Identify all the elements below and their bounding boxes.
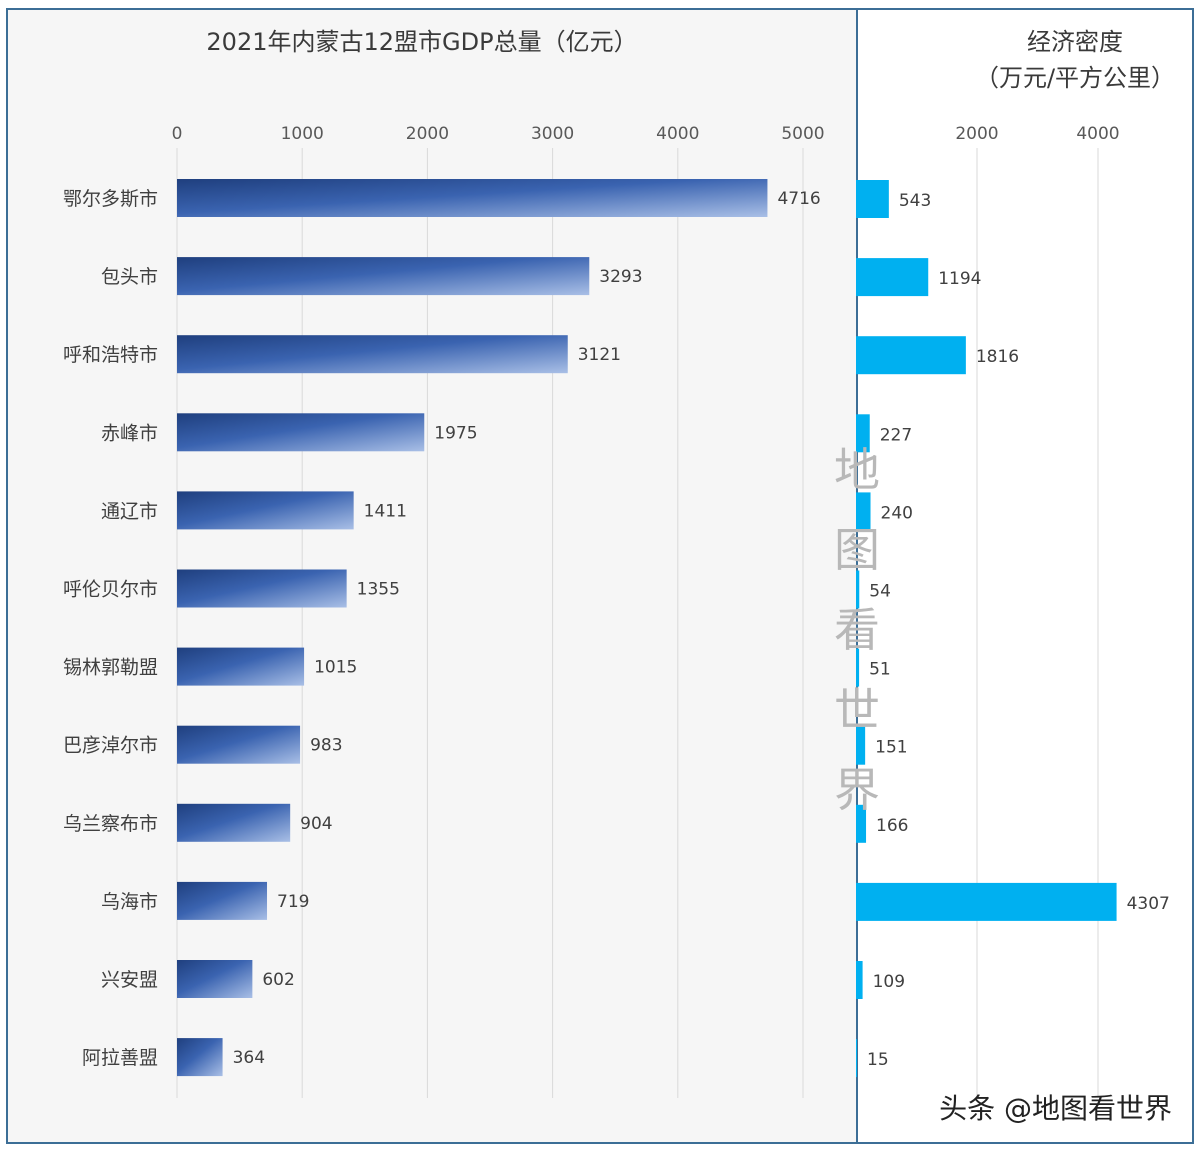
density-value-label: 15 <box>867 1050 889 1070</box>
gdp-value-label: 3121 <box>578 345 621 365</box>
density-chart-title-line1: 经济密度 <box>1027 28 1123 56</box>
density-bar <box>856 336 966 375</box>
gdp-value-label: 1411 <box>364 501 407 521</box>
gdp-value-label: 364 <box>233 1048 265 1068</box>
gdp-chart-title: 2021年内蒙古12盟市GDP总量（亿元） <box>206 28 637 56</box>
density-value-label: 51 <box>869 660 891 680</box>
density-bar <box>856 258 929 297</box>
gdp-value-label: 1355 <box>357 580 400 600</box>
gdp-bar <box>177 491 354 530</box>
gdp-bar <box>177 1038 223 1077</box>
watermark-character: 看 <box>834 603 880 657</box>
density-axis-tick-label: 2000 <box>955 124 998 144</box>
density-bar <box>856 1039 857 1078</box>
watermark-character: 界 <box>834 763 880 817</box>
category-label: 阿拉善盟 <box>82 1047 158 1069</box>
density-axis-tick-label: 4000 <box>1076 124 1119 144</box>
category-label: 赤峰市 <box>101 422 158 444</box>
density-bar <box>856 648 860 687</box>
gdp-axis-tick-label: 1000 <box>281 124 324 144</box>
density-value-label: 54 <box>869 582 891 602</box>
density-chart-title-line2: （万元/平方公里） <box>975 64 1175 92</box>
category-label: 呼伦贝尔市 <box>63 579 158 601</box>
gdp-value-label: 1975 <box>434 423 477 443</box>
density-value-label: 227 <box>880 425 912 445</box>
category-label: 巴彦淖尔市 <box>63 735 158 757</box>
density-value-label: 240 <box>881 503 913 523</box>
gdp-value-label: 719 <box>277 892 309 912</box>
gdp-axis-tick-label: 2000 <box>406 124 449 144</box>
category-label: 乌海市 <box>101 891 158 913</box>
watermark-character: 世 <box>834 683 880 737</box>
density-bar <box>856 414 870 453</box>
category-label: 锡林郭勒盟 <box>63 657 158 679</box>
gdp-bar <box>177 881 268 920</box>
gdp-value-label: 1015 <box>314 658 357 678</box>
gdp-bar <box>177 960 253 998</box>
gdp-bar <box>177 257 590 296</box>
density-value-label: 543 <box>899 191 931 211</box>
watermark-character: 图 <box>834 523 880 577</box>
gdp-axis-tick-label: 4000 <box>656 124 699 144</box>
category-label: 通辽市 <box>101 500 158 522</box>
watermark-character: 地 <box>834 443 880 497</box>
density-value-label: 151 <box>875 738 907 758</box>
density-value-label: 109 <box>873 972 905 992</box>
density-value-label: 4307 <box>1127 894 1170 914</box>
gdp-axis-tick-label: 0 <box>172 124 183 144</box>
gdp-bar <box>177 569 347 608</box>
gdp-value-label: 3293 <box>599 267 642 287</box>
density-bar <box>856 726 866 765</box>
gdp-bar <box>177 803 291 842</box>
gdp-bar <box>177 413 425 452</box>
gdp-bar <box>177 647 305 686</box>
density-bar <box>856 882 1117 921</box>
density-value-label: 1816 <box>976 347 1019 367</box>
density-bar <box>856 570 860 609</box>
density-bar <box>856 961 863 999</box>
gdp-axis-tick-label: 5000 <box>781 124 824 144</box>
gdp-value-label: 904 <box>300 814 332 834</box>
gdp-bar <box>177 335 568 374</box>
category-label: 包头市 <box>101 266 158 288</box>
gdp-value-label: 983 <box>310 736 342 756</box>
category-label: 鄂尔多斯市 <box>63 188 158 210</box>
density-value-label: 1194 <box>938 269 981 289</box>
density-bar <box>856 804 867 843</box>
gdp-axis-tick-label: 3000 <box>531 124 574 144</box>
gdp-value-label: 602 <box>262 970 294 990</box>
gdp-value-label: 4716 <box>777 189 820 209</box>
category-label: 呼和浩特市 <box>63 344 158 366</box>
source-credit: 头条 @地图看世界 <box>939 1092 1172 1125</box>
category-label: 乌兰察布市 <box>63 813 158 835</box>
density-bar <box>856 180 889 218</box>
density-bar <box>856 492 871 531</box>
density-value-label: 166 <box>876 816 908 836</box>
category-label: 兴安盟 <box>101 969 158 991</box>
gdp-bar <box>177 725 301 764</box>
gdp-bar <box>177 179 768 217</box>
